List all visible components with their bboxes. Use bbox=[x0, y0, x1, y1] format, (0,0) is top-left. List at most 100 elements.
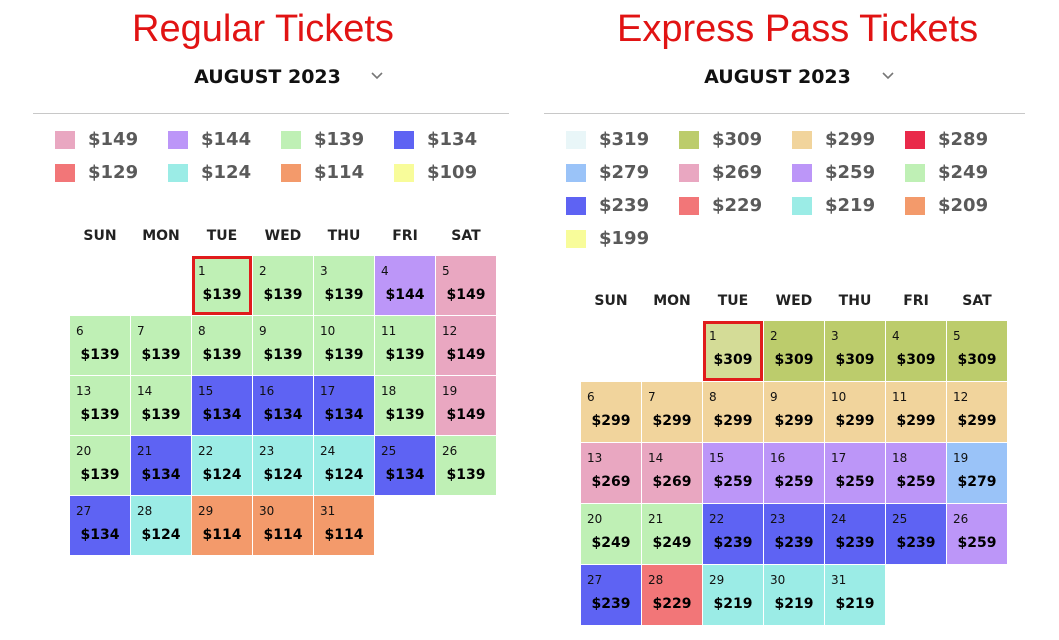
calendar-day[interactable]: 15 $134 bbox=[192, 376, 252, 435]
day-number: 7 bbox=[648, 390, 656, 404]
calendar-day[interactable]: 4 $144 bbox=[375, 256, 435, 315]
calendar-day[interactable]: 9 $299 bbox=[764, 382, 824, 442]
legend-price: $199 bbox=[599, 228, 650, 249]
day-number: 3 bbox=[320, 264, 328, 278]
day-price: $249 bbox=[652, 535, 692, 551]
calendar-day[interactable]: 18 $139 bbox=[375, 376, 435, 435]
calendar-day[interactable]: 21 $134 bbox=[131, 436, 191, 495]
legend-price: $289 bbox=[938, 129, 989, 150]
calendar-day[interactable]: 12 $299 bbox=[947, 382, 1007, 442]
legend-price: $249 bbox=[938, 162, 989, 183]
legend-price: $309 bbox=[712, 129, 763, 150]
calendar-day[interactable]: 9 $139 bbox=[253, 316, 313, 375]
calendar-day[interactable]: 16 $259 bbox=[764, 443, 824, 503]
calendar-day[interactable]: 25 $134 bbox=[375, 436, 435, 495]
calendar-day[interactable]: 28 $229 bbox=[642, 565, 702, 625]
calendar-day[interactable]: 21 $249 bbox=[642, 504, 702, 564]
calendar-day[interactable]: 2 $309 bbox=[764, 321, 824, 381]
calendar-day[interactable]: 20 $139 bbox=[70, 436, 130, 495]
chevron-down-icon[interactable] bbox=[366, 64, 388, 86]
calendar-day[interactable]: 12 $149 bbox=[436, 316, 496, 375]
calendar-day[interactable]: 24 $124 bbox=[314, 436, 374, 495]
day-number: 18 bbox=[892, 451, 908, 465]
day-number: 13 bbox=[587, 451, 603, 465]
calendar-day[interactable]: 30 $114 bbox=[253, 496, 313, 555]
calendar-day[interactable]: 14 $269 bbox=[642, 443, 702, 503]
weekday-label: THU bbox=[327, 228, 361, 244]
legend-price: $149 bbox=[88, 129, 139, 150]
legend-price: $109 bbox=[427, 162, 478, 183]
calendar-day[interactable]: 14 $139 bbox=[131, 376, 191, 435]
calendar-day[interactable]: 8 $139 bbox=[192, 316, 252, 375]
calendar-day[interactable]: 7 $139 bbox=[131, 316, 191, 375]
legend-price: $299 bbox=[825, 129, 876, 150]
calendar-day[interactable]: 4 $309 bbox=[886, 321, 946, 381]
calendar-day[interactable]: 22 $239 bbox=[703, 504, 763, 564]
calendar-day[interactable]: 29 $219 bbox=[703, 565, 763, 625]
day-price: $219 bbox=[713, 596, 753, 612]
calendar-day[interactable]: 23 $124 bbox=[253, 436, 313, 495]
calendar-day[interactable]: 8 $299 bbox=[703, 382, 763, 442]
calendar-day[interactable]: 5 $149 bbox=[436, 256, 496, 315]
day-number: 11 bbox=[381, 324, 397, 338]
legend-swatch bbox=[792, 131, 812, 149]
month-selector[interactable]: AUGUST 2023 bbox=[0, 64, 1059, 92]
calendar-day[interactable]: 1 $309 bbox=[703, 321, 763, 381]
calendar-day[interactable]: 24 $239 bbox=[825, 504, 885, 564]
day-price: $134 bbox=[263, 407, 303, 423]
calendar-day[interactable]: 22 $124 bbox=[192, 436, 252, 495]
day-number: 8 bbox=[198, 324, 206, 338]
day-number: 24 bbox=[320, 444, 336, 458]
calendar-day[interactable]: 1 $139 bbox=[192, 256, 252, 315]
calendar-day[interactable]: 26 $259 bbox=[947, 504, 1007, 564]
calendar-day[interactable]: 23 $239 bbox=[764, 504, 824, 564]
calendar-day[interactable]: 11 $139 bbox=[375, 316, 435, 375]
calendar-day[interactable]: 28 $124 bbox=[131, 496, 191, 555]
calendar-day[interactable]: 17 $134 bbox=[314, 376, 374, 435]
legend-swatch bbox=[394, 131, 414, 149]
calendar-day[interactable]: 11 $299 bbox=[886, 382, 946, 442]
day-number: 5 bbox=[442, 264, 450, 278]
calendar-day[interactable]: 19 $279 bbox=[947, 443, 1007, 503]
calendar-day[interactable]: 17 $259 bbox=[825, 443, 885, 503]
day-price: $114 bbox=[324, 527, 364, 543]
day-number: 4 bbox=[381, 264, 389, 278]
legend-price: $279 bbox=[599, 162, 650, 183]
day-number: 20 bbox=[587, 512, 603, 526]
calendar-day[interactable]: 6 $299 bbox=[581, 382, 641, 442]
day-number: 2 bbox=[259, 264, 267, 278]
calendar-day[interactable]: 18 $259 bbox=[886, 443, 946, 503]
legend-price: $219 bbox=[825, 195, 876, 216]
calendar-day[interactable]: 19 $149 bbox=[436, 376, 496, 435]
calendar-day[interactable]: 10 $139 bbox=[314, 316, 374, 375]
calendar-day[interactable]: 3 $139 bbox=[314, 256, 374, 315]
calendar-day[interactable]: 26 $139 bbox=[436, 436, 496, 495]
calendar-day[interactable]: 25 $239 bbox=[886, 504, 946, 564]
calendar-day[interactable]: 27 $239 bbox=[581, 565, 641, 625]
chevron-down-icon[interactable] bbox=[877, 64, 899, 86]
calendar-day[interactable]: 16 $134 bbox=[253, 376, 313, 435]
day-price: $134 bbox=[141, 467, 181, 483]
day-number: 8 bbox=[709, 390, 717, 404]
legend-swatch bbox=[566, 230, 586, 248]
calendar-day[interactable]: 27 $134 bbox=[70, 496, 130, 555]
calendar-day[interactable]: 2 $139 bbox=[253, 256, 313, 315]
calendar-day[interactable]: 13 $139 bbox=[70, 376, 130, 435]
calendar-day[interactable]: 20 $249 bbox=[581, 504, 641, 564]
month-selector[interactable]: AUGUST 2023 bbox=[0, 64, 540, 92]
calendar-day[interactable]: 10 $299 bbox=[825, 382, 885, 442]
weekday-label: SAT bbox=[451, 228, 481, 244]
calendar-day[interactable]: 6 $139 bbox=[70, 316, 130, 375]
weekday-label: TUE bbox=[206, 228, 238, 244]
calendar-day[interactable]: 31 $114 bbox=[314, 496, 374, 555]
calendar-day[interactable]: 31 $219 bbox=[825, 565, 885, 625]
calendar-day[interactable]: 29 $114 bbox=[192, 496, 252, 555]
calendar-day[interactable]: 15 $259 bbox=[703, 443, 763, 503]
calendar-day[interactable]: 5 $309 bbox=[947, 321, 1007, 381]
calendar-day[interactable]: 3 $309 bbox=[825, 321, 885, 381]
calendar-day[interactable]: 13 $269 bbox=[581, 443, 641, 503]
calendar-day[interactable]: 30 $219 bbox=[764, 565, 824, 625]
day-number: 25 bbox=[381, 444, 397, 458]
calendar-day[interactable]: 7 $299 bbox=[642, 382, 702, 442]
day-number: 31 bbox=[320, 504, 336, 518]
